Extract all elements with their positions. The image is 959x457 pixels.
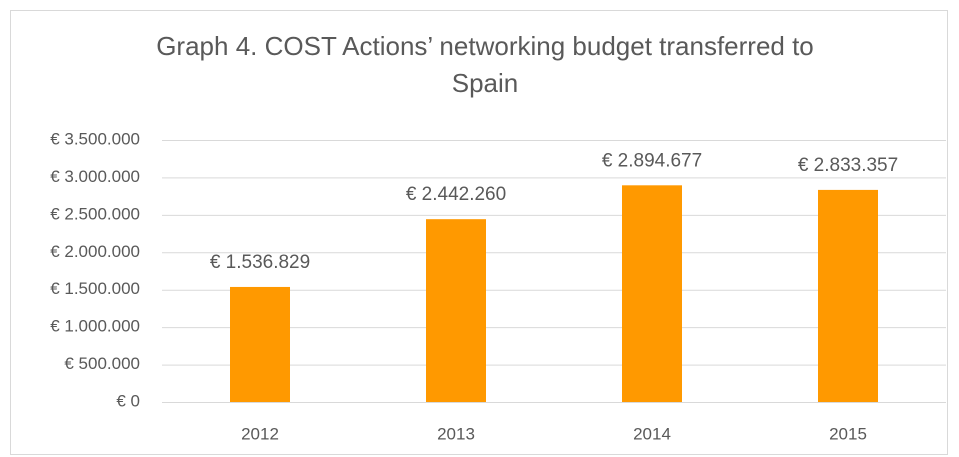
- bar: [230, 286, 290, 402]
- y-tick-label: € 0: [116, 391, 140, 410]
- x-tick-label: 2014: [633, 424, 671, 443]
- y-tick-label: € 3.000.000: [50, 167, 140, 186]
- y-tick-label: € 1.000.000: [50, 317, 140, 336]
- y-tick-label: € 1.500.000: [50, 279, 140, 298]
- x-tick-label: 2013: [437, 424, 475, 443]
- bar: [818, 189, 878, 402]
- chart-title: Graph 4. COST Actions’ networking budget…: [156, 31, 814, 98]
- y-tick-label: € 2.500.000: [50, 204, 140, 223]
- x-tick-label: 2015: [829, 424, 867, 443]
- value-label: € 2.442.260: [406, 184, 506, 205]
- bar: [622, 185, 682, 402]
- y-tick-label: € 500.000: [64, 354, 140, 373]
- value-label: € 2.894.677: [602, 150, 702, 171]
- chart-border: [10, 10, 948, 455]
- x-tick-label: 2012: [241, 424, 279, 443]
- bar: [426, 219, 486, 402]
- y-tick-label: € 2.000.000: [50, 242, 140, 261]
- value-label: € 2.833.357: [798, 155, 898, 176]
- value-label: € 1.536.829: [210, 252, 310, 273]
- y-tick-label: € 3.500.000: [50, 129, 140, 148]
